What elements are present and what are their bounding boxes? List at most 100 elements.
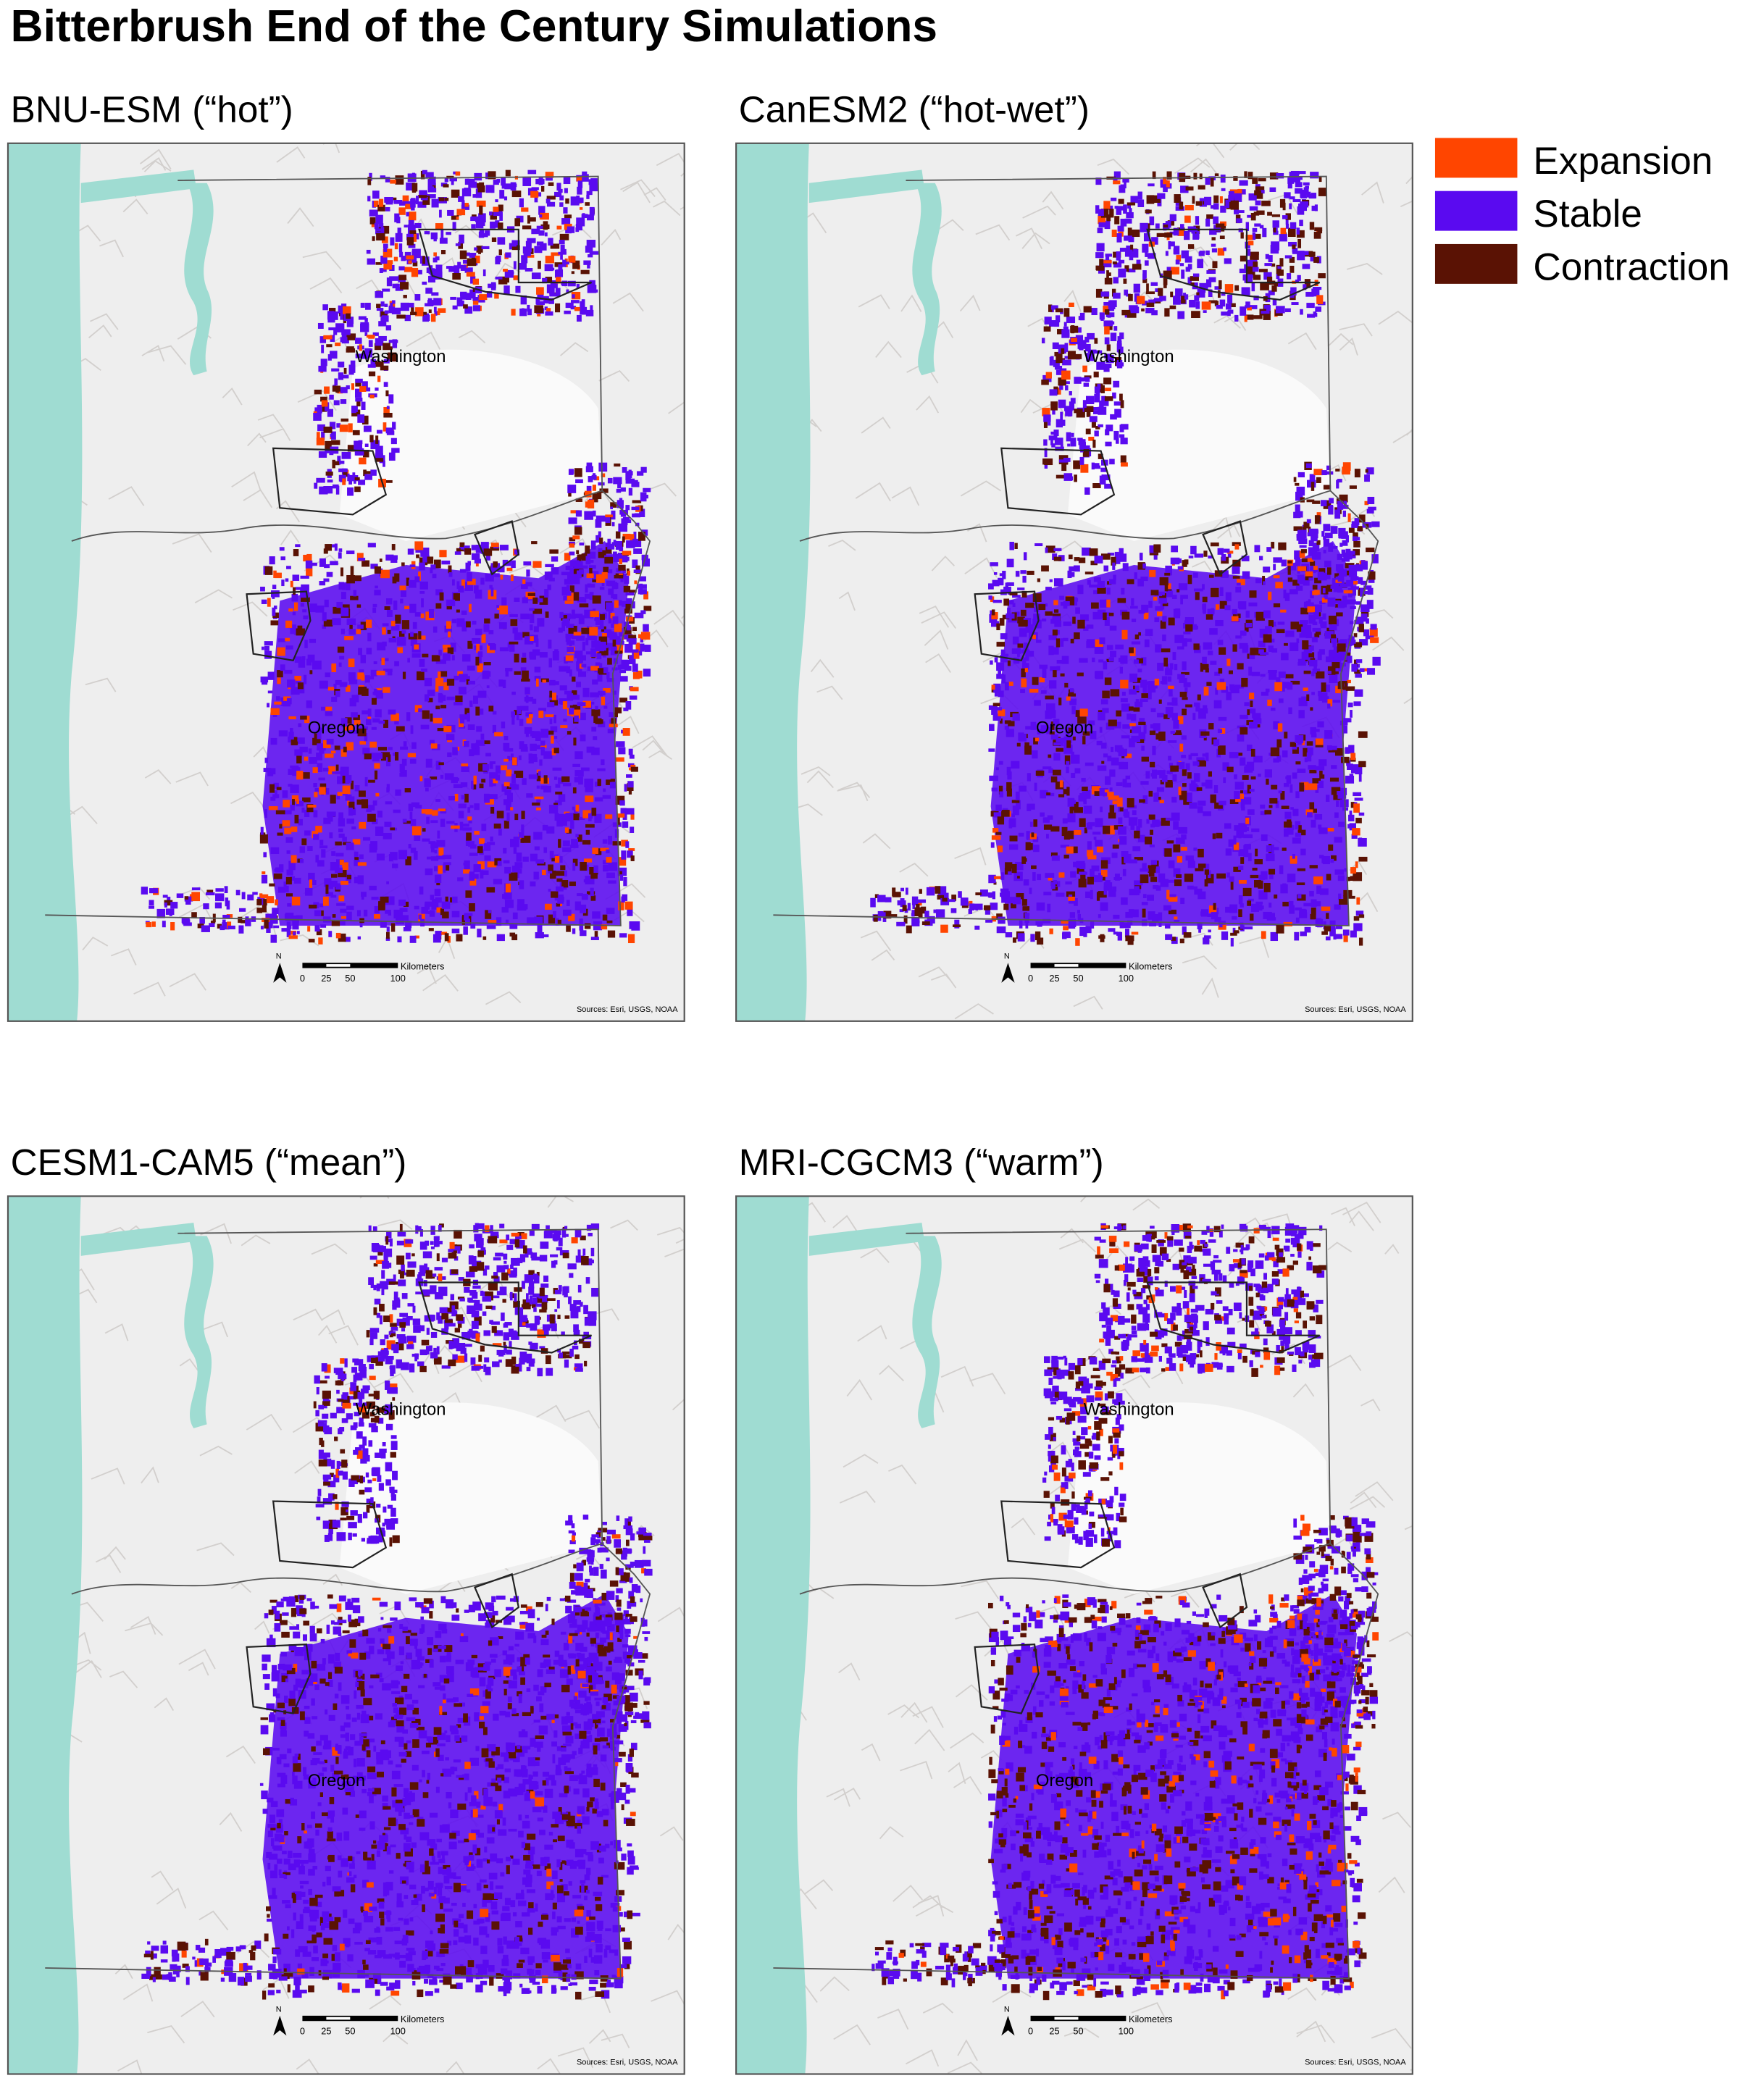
habitat-cell	[577, 834, 582, 842]
habitat-cell	[286, 929, 291, 937]
hillshade	[642, 740, 664, 753]
habitat-cell	[1329, 927, 1336, 937]
habitat-cell	[370, 564, 378, 569]
habitat-cell	[551, 567, 559, 575]
habitat-cell	[563, 176, 571, 185]
habitat-cell	[1142, 681, 1151, 685]
habitat-cell	[375, 388, 379, 391]
habitat-cell	[1123, 204, 1127, 214]
hillshade	[133, 981, 166, 997]
habitat-cell	[1111, 853, 1118, 858]
habitat-cell	[1334, 904, 1341, 910]
habitat-cell	[1189, 624, 1197, 630]
habitat-cell	[1218, 716, 1227, 721]
habitat-cell	[1197, 891, 1206, 900]
habitat-cell	[503, 782, 510, 787]
habitat-cell	[201, 925, 210, 932]
habitat-cell	[383, 382, 388, 388]
habitat-cell	[1353, 803, 1360, 813]
habitat-cell	[587, 583, 592, 587]
habitat-cell	[588, 583, 595, 588]
habitat-cell	[1090, 868, 1095, 876]
habitat-cell	[409, 212, 417, 221]
habitat-cell	[1137, 834, 1145, 842]
habitat-cell	[1298, 710, 1305, 719]
habitat-cell	[386, 598, 393, 605]
habitat-cell	[1131, 931, 1139, 935]
habitat-cell	[1316, 729, 1320, 732]
habitat-cell	[1300, 782, 1309, 790]
habitat-cell	[577, 656, 583, 663]
habitat-cell	[352, 430, 360, 435]
habitat-cell	[1296, 624, 1303, 632]
habitat-cell	[1296, 230, 1305, 238]
habitat-cell	[355, 378, 363, 383]
habitat-cell	[1273, 575, 1280, 579]
habitat-cell	[1111, 556, 1116, 566]
habitat-cell	[1144, 639, 1150, 648]
habitat-cell	[1166, 770, 1173, 774]
habitat-cell	[420, 196, 428, 201]
habitat-cell	[630, 687, 639, 692]
hillshade	[1229, 143, 1261, 151]
habitat-cell	[998, 709, 1006, 716]
habitat-cell	[603, 566, 609, 573]
habitat-cell	[346, 313, 351, 319]
habitat-cell	[608, 634, 618, 638]
habitat-cell	[296, 931, 300, 934]
habitat-cell	[624, 666, 632, 671]
habitat-cell	[1071, 705, 1076, 715]
habitat-cell	[422, 653, 429, 658]
habitat-cell	[382, 623, 389, 627]
habitat-cell	[1103, 565, 1109, 571]
habitat-cell	[398, 266, 405, 271]
habitat-cell	[1165, 251, 1169, 256]
habitat-cell	[536, 785, 540, 789]
habitat-cell	[491, 237, 497, 242]
habitat-cell	[288, 930, 297, 935]
habitat-cell	[384, 303, 388, 307]
hillshade	[1196, 143, 1225, 159]
habitat-cell	[327, 311, 335, 315]
habitat-cell	[447, 752, 452, 758]
habitat-cell	[574, 709, 581, 719]
habitat-cell	[993, 683, 1001, 693]
habitat-cell	[1282, 883, 1287, 892]
habitat-cell	[352, 839, 361, 845]
habitat-cell	[585, 824, 595, 828]
habitat-cell	[1134, 857, 1144, 860]
habitat-cell	[403, 741, 407, 747]
habitat-cell	[385, 937, 390, 941]
habitat-cell	[342, 837, 347, 842]
habitat-cell	[1060, 602, 1066, 606]
habitat-cell	[476, 246, 483, 253]
habitat-cell	[1198, 710, 1206, 719]
habitat-cell	[206, 889, 214, 893]
habitat-cell	[606, 602, 614, 612]
habitat-cell	[1102, 708, 1109, 713]
habitat-cell	[1318, 827, 1328, 834]
habitat-cell	[1034, 782, 1037, 792]
habitat-cell	[1042, 918, 1051, 924]
habitat-cell	[1156, 611, 1163, 616]
habitat-cell	[624, 608, 632, 614]
habitat-cell	[1181, 735, 1187, 740]
habitat-cell	[486, 671, 491, 677]
hillshade	[838, 591, 856, 611]
habitat-cell	[488, 794, 493, 797]
habitat-cell	[1355, 642, 1362, 645]
habitat-cell	[1113, 931, 1118, 935]
habitat-cell	[349, 730, 358, 734]
habitat-cell	[999, 573, 1004, 577]
habitat-cell	[361, 560, 370, 567]
habitat-cell	[355, 388, 362, 398]
habitat-cell	[1032, 602, 1037, 606]
habitat-cell	[1224, 548, 1230, 553]
habitat-cell	[1007, 771, 1012, 780]
habitat-cell	[356, 448, 364, 456]
hillshade	[601, 228, 622, 246]
habitat-cell	[567, 485, 577, 493]
habitat-cell	[581, 663, 587, 668]
habitat-cell	[446, 621, 451, 629]
habitat-cell	[619, 558, 622, 564]
